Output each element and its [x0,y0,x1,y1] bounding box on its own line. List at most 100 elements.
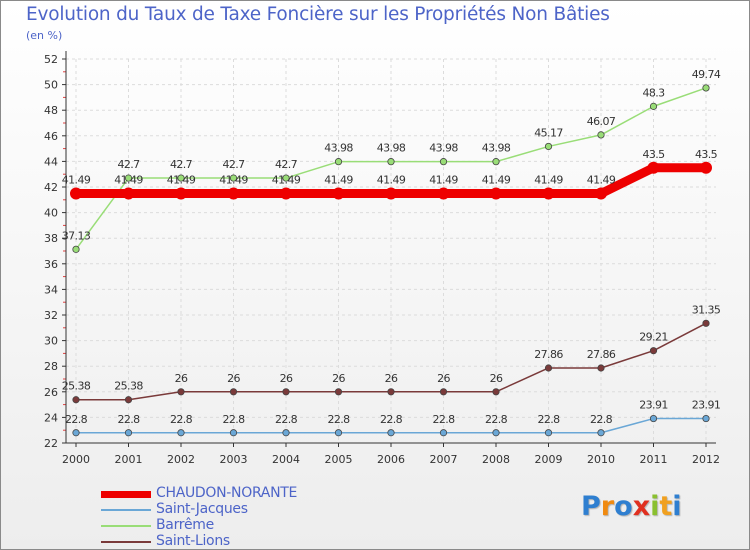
x-tick-label: 2011 [640,453,668,466]
x-tick-label: 2004 [272,453,300,466]
data-point [595,187,607,200]
y-tick-label: 32 [44,309,58,322]
data-point [334,158,343,166]
data-label: 29.21 [639,331,668,344]
data-point [72,396,80,404]
data-point [649,347,658,355]
data-point [597,364,605,372]
data-point [492,158,500,166]
data-label: 41.49 [482,174,511,187]
legend-label: Saint-Lions [156,533,230,549]
data-point [597,131,605,139]
data-point [334,429,343,437]
data-label: 41.49 [167,174,196,187]
data-label: 46.07 [587,115,616,128]
data-label: 27.86 [534,348,563,361]
data-label: 43.98 [429,142,458,155]
data-point [229,429,238,437]
data-label: 22.8 [170,413,193,426]
data-label: 41.49 [377,174,406,187]
data-point [177,388,185,396]
logo-letter: i [672,491,682,522]
proxiti-logo: Proxiti [581,491,682,522]
data-label: 42.7 [222,158,245,171]
legend-swatch [101,525,151,527]
y-tick-label: 42 [44,181,58,194]
data-label: 45.17 [534,126,563,139]
y-tick-label: 52 [44,53,58,66]
data-point [437,187,450,200]
data-label: 22.8 [222,413,245,426]
data-point [70,187,82,200]
data-label: 26 [175,372,188,385]
data-point [649,102,658,110]
logo-letter: r [600,491,615,522]
x-tick-label: 2001 [115,453,143,466]
data-label: 41.49 [219,174,248,187]
data-label: 48.3 [642,86,665,99]
data-label: 41.49 [429,174,458,187]
data-label: 26 [385,372,398,385]
y-tick-label: 24 [44,411,58,424]
data-point [124,429,133,437]
data-point [72,429,80,437]
data-point [334,388,343,396]
y-tick-label: 48 [44,104,58,117]
data-point [700,161,712,174]
data-label: 31.35 [692,303,721,316]
logo-letter: P [581,491,601,522]
data-label: 23.91 [692,399,721,412]
data-point [439,158,448,166]
data-label: 37.13 [62,229,91,242]
data-label: 22.8 [117,413,140,426]
y-tick-label: 22 [44,437,58,450]
data-label: 41.49 [272,174,301,187]
data-label: 22.8 [432,413,455,426]
data-label: 23.91 [639,399,668,412]
data-point [702,84,710,92]
legend-label: Saint-Jacques [156,501,248,517]
y-tick-label: 26 [44,386,58,399]
data-point [282,388,290,396]
data-label: 27.86 [587,348,616,361]
data-point [387,429,395,437]
data-labels: 22.8 22.8 22.8 22.8 22.8 22.8 22.8 22.8 22.8 22.8… [62,68,722,426]
x-tick-label: 2003 [220,453,248,466]
axes: 22 24 26 28 30 32 34 36 38 40 42 44 46 48 50 52 2000 2001… [44,51,720,466]
x-tick-label: 2005 [325,453,353,466]
data-point [490,187,502,200]
data-point [124,174,133,182]
x-tick-label: 2008 [482,453,510,466]
y-tick-label: 30 [44,335,58,348]
data-point [439,388,448,396]
data-point [492,429,500,437]
data-label: 26 [490,372,503,385]
logo-letter: x [632,491,651,522]
data-point [544,364,553,372]
legend-swatch [101,509,151,511]
data-label: 41.49 [587,174,616,187]
data-label: 22.8 [485,413,508,426]
data-label: 42.7 [117,158,140,171]
x-tick-label: 2010 [587,453,615,466]
x-tick-label: 2000 [62,453,90,466]
data-point [597,429,605,437]
data-label: 22.8 [590,413,613,426]
grid [66,58,716,444]
data-point [177,174,185,182]
data-label: 22.8 [275,413,298,426]
chart-title: Evolution du Taux de Taxe Foncière sur l… [26,4,610,25]
x-tick-label: 2007 [430,453,458,466]
data-label: 41.49 [62,174,91,187]
data-label: 43.5 [642,148,665,161]
data-label: 22.8 [537,413,560,426]
data-point [387,158,395,166]
data-point [544,429,553,437]
data-label: 26 [332,372,345,385]
data-point [282,429,290,437]
data-label: 26 [280,372,293,385]
data-point [282,174,290,182]
legend-label: Barrême [156,517,214,533]
data-label: 26 [437,372,450,385]
